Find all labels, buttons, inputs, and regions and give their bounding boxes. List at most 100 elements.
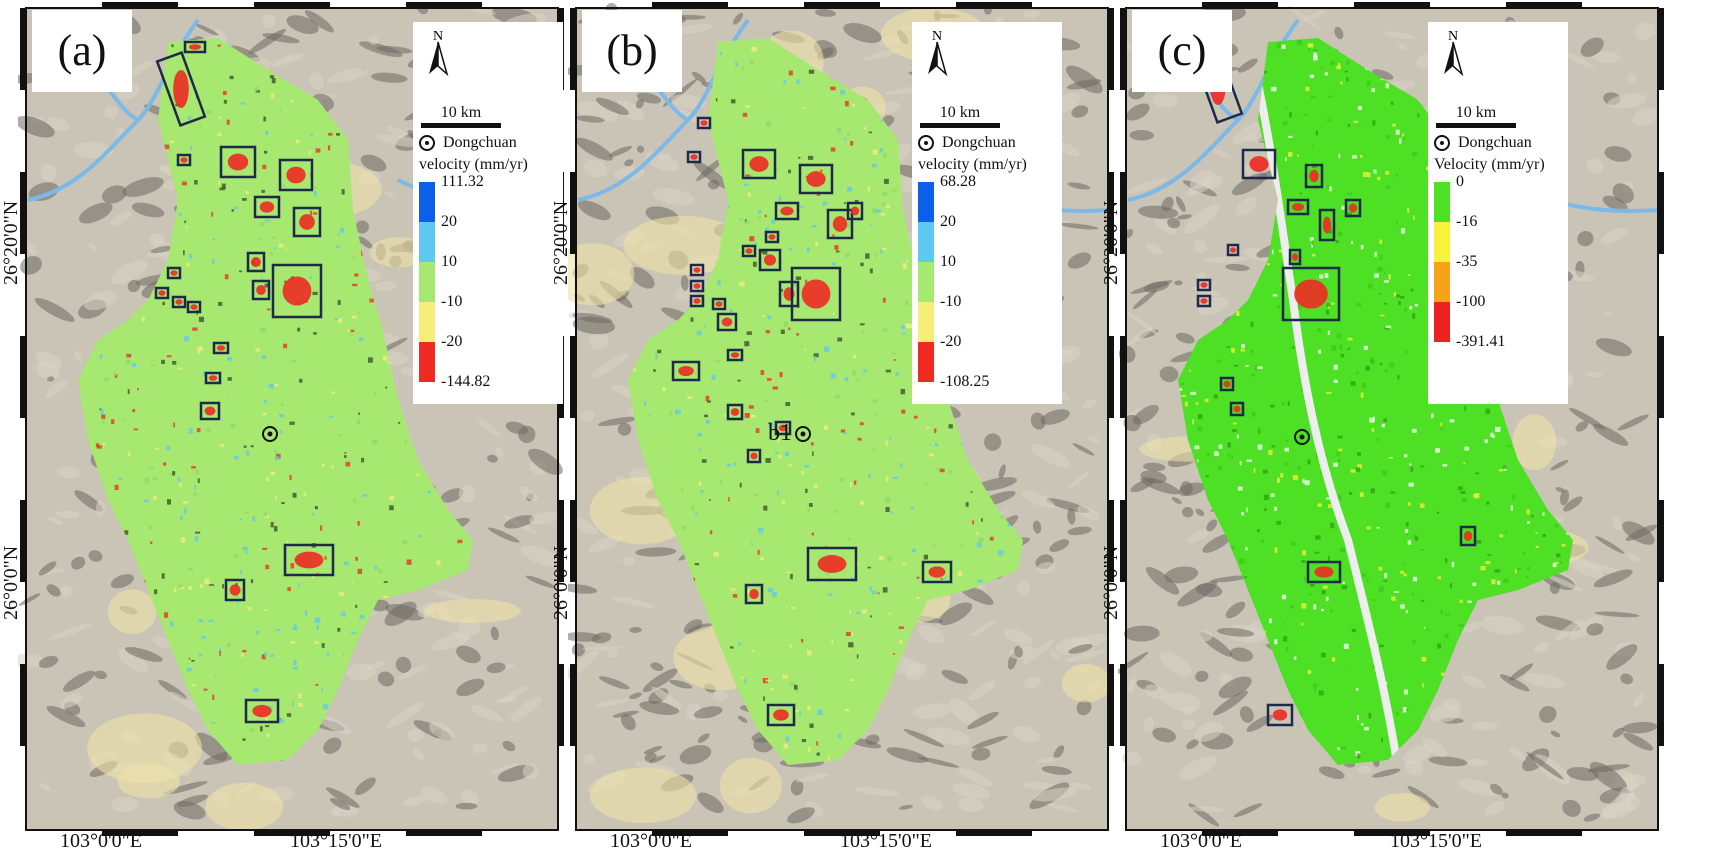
speckle [217, 44, 221, 47]
terrain-ridge [149, 233, 165, 246]
speckle [848, 642, 854, 648]
terrain-ridge [1177, 581, 1218, 607]
speckle [835, 394, 841, 399]
terrain-ridge [1053, 745, 1065, 760]
speckle [298, 692, 302, 699]
speckle [141, 316, 145, 322]
speckle [1309, 583, 1315, 587]
speckle [669, 411, 672, 416]
scale-line [421, 123, 501, 128]
speckle [150, 364, 155, 367]
speckle [1390, 101, 1394, 105]
speckle [657, 349, 662, 354]
speckle [731, 99, 736, 104]
speckle [891, 189, 897, 192]
speckle [1313, 55, 1318, 61]
speckle [728, 497, 730, 502]
landslide-box [283, 543, 335, 577]
speckle [284, 280, 287, 284]
speckle [880, 212, 885, 216]
speckle [765, 458, 771, 463]
deformation-hotspot [693, 283, 701, 289]
speckle [768, 422, 774, 428]
speckle [1495, 426, 1501, 433]
speckle [313, 332, 317, 335]
speckle [182, 180, 186, 183]
town-legend: Dongchuan [918, 134, 1016, 152]
terrain-ridge [732, 12, 744, 25]
speckle [1449, 419, 1455, 423]
speckle [965, 502, 969, 507]
deformation-hotspot [158, 290, 166, 296]
speckle [1357, 106, 1362, 111]
speckle [902, 332, 906, 336]
speckle [874, 413, 877, 418]
speckle [767, 315, 772, 320]
speckle [337, 627, 341, 632]
speckle [1350, 469, 1356, 473]
speckle [743, 183, 749, 186]
speckle [270, 521, 274, 528]
speckle [1408, 482, 1414, 487]
speckle [169, 621, 174, 627]
frame-tick [1202, 830, 1278, 836]
speckle [1192, 419, 1195, 425]
speckle [1190, 391, 1196, 395]
terrain-ridge [1569, 616, 1604, 640]
terrain-ridge [1194, 721, 1224, 743]
speckle [298, 582, 300, 587]
speckle [882, 297, 886, 303]
speckle [788, 70, 793, 76]
speckle [255, 348, 261, 352]
panel-label: (c) [1132, 10, 1232, 92]
terrain-ridge [1174, 280, 1183, 286]
speckle [1213, 394, 1218, 399]
speckle [389, 495, 394, 501]
speckle [1257, 444, 1263, 450]
deformation-hotspot [173, 69, 189, 109]
speckle [806, 650, 812, 656]
speckle [1559, 560, 1562, 565]
speckle [314, 186, 317, 190]
speckle [1423, 626, 1426, 629]
terrain-ridge [974, 477, 1018, 492]
speckle [816, 741, 819, 746]
deformation-hotspot [286, 166, 306, 184]
speckle [748, 405, 754, 409]
terrain-ridge [1428, 756, 1468, 767]
speckle [152, 477, 158, 481]
speckle [188, 657, 191, 660]
speckle [860, 262, 864, 267]
speckle [763, 505, 768, 511]
speckle [870, 223, 872, 226]
speckle [789, 681, 795, 687]
speckle [1385, 502, 1391, 509]
speckle [404, 439, 407, 445]
terrain-ridge [1612, 727, 1625, 738]
speckle [1291, 346, 1295, 349]
speckle [900, 325, 906, 329]
terrain-ridge [1049, 650, 1060, 659]
speckle [1232, 422, 1237, 425]
speckle [814, 356, 817, 362]
terrain-ridge [1067, 526, 1092, 536]
terrain-ridge [377, 134, 422, 147]
speckle [1400, 570, 1405, 575]
terrain-ridge [1635, 22, 1656, 41]
speckle [765, 679, 771, 682]
terrain-ridge [455, 802, 478, 810]
speckle [1383, 580, 1388, 582]
speckle [840, 429, 846, 433]
speckle [1459, 599, 1463, 603]
frame-tick [558, 664, 564, 746]
speckle [853, 354, 856, 359]
speckle [888, 612, 891, 615]
speckle [878, 556, 884, 561]
terrain-ridge [948, 698, 981, 727]
speckle [250, 445, 254, 448]
terrain-ridge [1239, 706, 1254, 723]
landslide-box [758, 248, 782, 272]
speckle [1376, 526, 1380, 529]
speckle [762, 678, 769, 684]
landslide-box [689, 263, 705, 277]
